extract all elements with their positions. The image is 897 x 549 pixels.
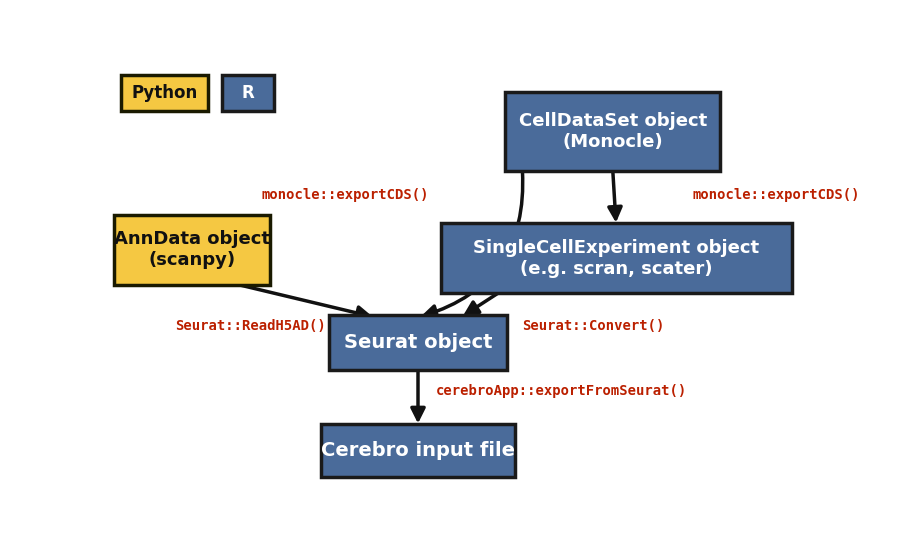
Text: cerebroApp::exportFromSeurat(): cerebroApp::exportFromSeurat()	[435, 384, 686, 399]
Text: AnnData object
(scanpy): AnnData object (scanpy)	[114, 231, 270, 269]
Text: R: R	[241, 85, 254, 102]
FancyBboxPatch shape	[320, 424, 515, 477]
Text: SingleCellExperiment object
(e.g. scran, scater): SingleCellExperiment object (e.g. scran,…	[473, 239, 759, 278]
Text: Seurat object: Seurat object	[344, 333, 492, 352]
FancyBboxPatch shape	[114, 215, 270, 284]
Text: monocle::exportCDS(): monocle::exportCDS()	[261, 188, 429, 202]
FancyBboxPatch shape	[222, 75, 274, 111]
FancyBboxPatch shape	[440, 223, 792, 293]
Text: monocle::exportCDS(): monocle::exportCDS()	[692, 188, 860, 202]
Text: Seurat::ReadH5AD(): Seurat::ReadH5AD()	[175, 319, 326, 333]
Text: Cerebro input file: Cerebro input file	[321, 441, 515, 460]
FancyBboxPatch shape	[505, 92, 720, 171]
Text: CellDataSet object
(Monocle): CellDataSet object (Monocle)	[518, 112, 707, 151]
FancyBboxPatch shape	[329, 315, 507, 370]
Text: Python: Python	[131, 85, 197, 102]
Text: Seurat::Convert(): Seurat::Convert()	[522, 319, 665, 333]
FancyBboxPatch shape	[121, 75, 208, 111]
